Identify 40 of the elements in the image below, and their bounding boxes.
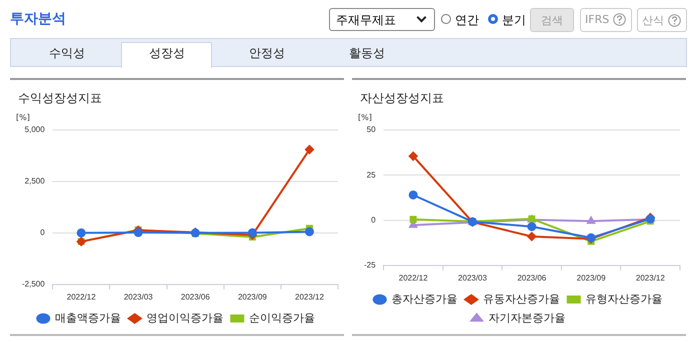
x-tick-label: 2023/06 (180, 292, 210, 302)
y-tick-label: -25 (364, 260, 376, 270)
x-tick-label: 2023/03 (124, 292, 154, 302)
y-tick-label: -2,500 (22, 280, 46, 289)
x-tick-label: 2023/12 (295, 292, 324, 302)
legend-label: 유동자산증가율 (482, 292, 560, 306)
text: 산식 (637, 8, 687, 32)
y-tick-label: 2,500 (24, 176, 46, 186)
text: 분기 (502, 12, 526, 29)
y-axis-title: [%] (16, 113, 30, 122)
text: 안정성 (248, 45, 286, 62)
legend-label: 자기자본증가율 (488, 311, 566, 324)
chart-title: 수익성장성지표 (18, 90, 102, 107)
x-tick-label: 2023/09 (238, 292, 268, 302)
x-tick-label: 2023/12 (636, 273, 666, 282)
text: 검색 (530, 8, 574, 32)
text: 연간 (455, 12, 479, 29)
x-tick-label: 2022/12 (66, 292, 96, 302)
y-axis-title: [%] (358, 113, 372, 122)
legend-label: 매출액증가율 (54, 311, 121, 324)
x-tick-label: 2023/03 (458, 273, 488, 282)
y-tick-label: 25 (366, 170, 376, 180)
text: IFRS (580, 8, 632, 32)
text: 활동성 (348, 45, 386, 62)
y-tick-label: 0 (371, 215, 376, 224)
y-tick-label: 0 (40, 228, 46, 238)
text: 성장성 (148, 45, 186, 62)
text: 투자분석 (10, 10, 66, 28)
legend-label: 총자산증가율 (391, 292, 458, 306)
legend-label: 순이익증가율 (248, 311, 315, 324)
text: 수익성 (48, 45, 86, 62)
text: 주재무제표 (329, 8, 435, 31)
x-tick-label: 2022/12 (398, 273, 428, 282)
chart-title: 자산성장성지표 (360, 90, 444, 107)
legend-label: 유형자산증가율 (585, 292, 662, 306)
y-tick-label: 5,000 (24, 125, 46, 134)
x-tick-label: 2023/06 (517, 273, 547, 282)
legend-label: 영업이익증가율 (146, 311, 224, 324)
x-tick-label: 2023/09 (576, 273, 606, 282)
y-tick-label: 50 (366, 125, 376, 134)
